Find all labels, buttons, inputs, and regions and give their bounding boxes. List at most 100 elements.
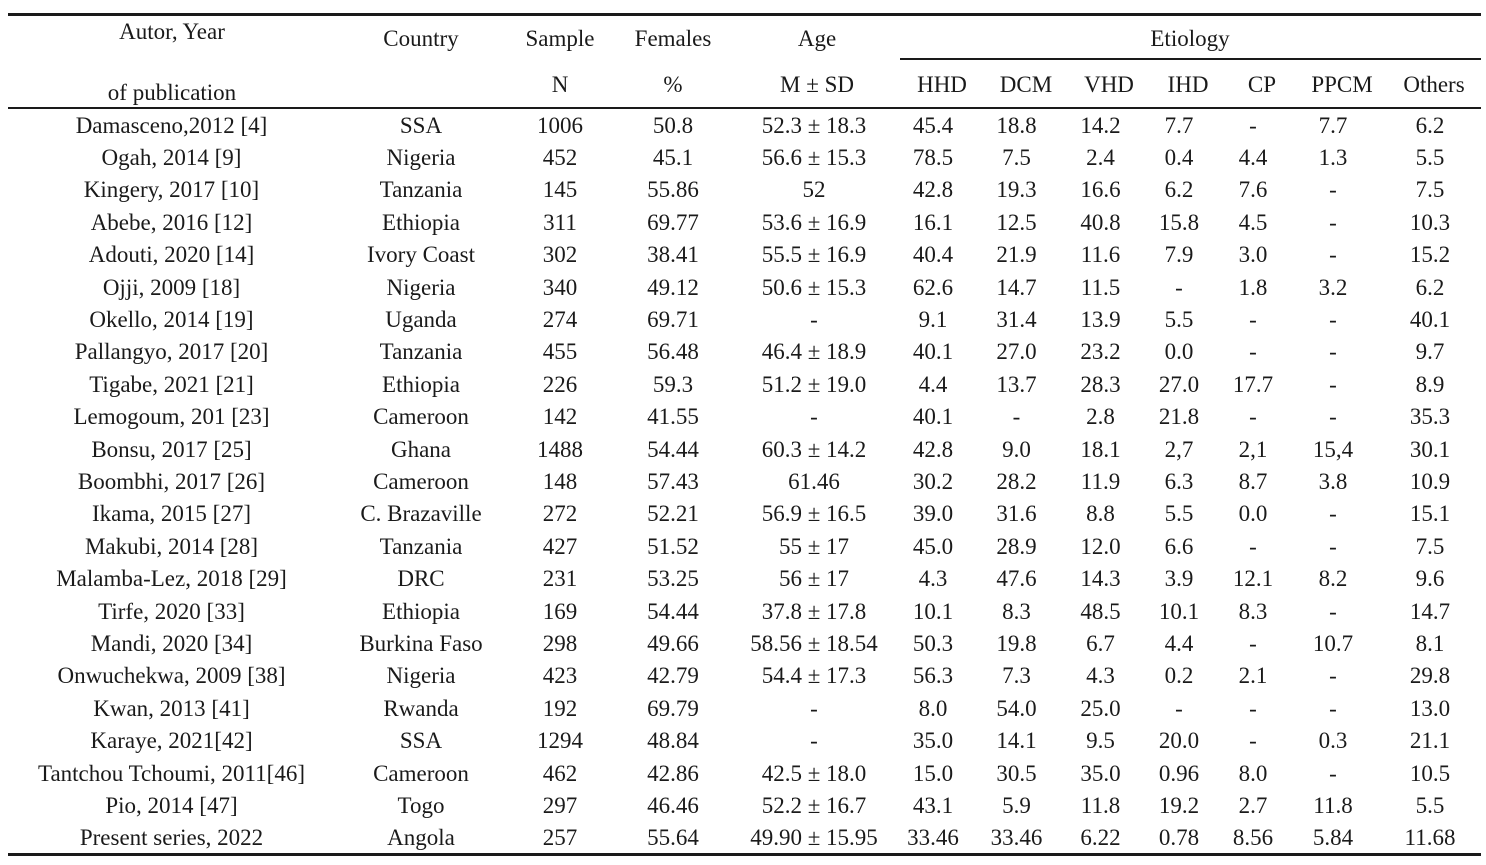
table-row: Makubi, 2014 [28] Tanzania 427 51.52 55 ± 17… xyxy=(8,530,1481,562)
table-row: Damasceno,2012 [4] SSA 1006 50.8 52.3 ± 18.3… xyxy=(8,109,1481,141)
cp-cell: 1.8 xyxy=(1238,274,1268,300)
hhd-cell: 42.8 xyxy=(912,177,954,203)
header-sample: Sample xyxy=(525,26,595,51)
country-cell: Ethiopia xyxy=(382,598,460,624)
dcm-cell: 9.0 xyxy=(1002,436,1031,462)
dcm-cell: 7.5 xyxy=(1002,145,1031,171)
ppcm-cell: 10.7 xyxy=(1312,630,1354,656)
age-cell: 51.2 ± 19.0 xyxy=(761,371,867,397)
dcm-cell: 5.9 xyxy=(1002,792,1031,818)
sample-cell: 1488 xyxy=(537,436,583,462)
country-cell: Rwanda xyxy=(383,695,459,721)
header-cp: CP xyxy=(1247,72,1277,97)
author-cell: Onwuchekwa, 2009 [38] xyxy=(57,663,286,689)
ihd-cell: 15.8 xyxy=(1158,209,1200,235)
dcm-cell: 12.5 xyxy=(996,209,1037,235)
ihd-cell: 21.8 xyxy=(1158,404,1200,430)
vhd-cell: 6.22 xyxy=(1080,825,1121,851)
hhd-cell: 16.1 xyxy=(912,209,954,235)
age-cell: - xyxy=(810,307,818,333)
author-cell: Okello, 2014 [19] xyxy=(89,307,254,333)
females-cell: 41.55 xyxy=(647,404,699,430)
dcm-cell: 14.1 xyxy=(996,728,1037,754)
cp-cell: - xyxy=(1249,307,1257,333)
females-cell: 50.8 xyxy=(652,112,694,138)
females-cell: 52.21 xyxy=(647,501,699,527)
hhd-cell: 42.8 xyxy=(912,436,954,462)
hhd-cell: 4.3 xyxy=(918,566,948,592)
others-cell: 15.1 xyxy=(1409,501,1451,527)
vhd-cell: 23.2 xyxy=(1080,339,1121,365)
dcm-cell: - xyxy=(1012,404,1021,430)
vhd-cell: 18.1 xyxy=(1080,436,1121,462)
sample-cell: 298 xyxy=(542,630,578,656)
age-cell: 54.4 ± 17.3 xyxy=(761,663,867,689)
ppcm-cell: - xyxy=(1329,177,1337,203)
dcm-cell: 31.4 xyxy=(996,307,1037,333)
hhd-cell: 39.0 xyxy=(912,501,954,527)
cp-cell: - xyxy=(1249,695,1257,721)
country-cell: Tanzania xyxy=(379,339,463,365)
ppcm-cell: - xyxy=(1329,501,1337,527)
sample-cell: 226 xyxy=(542,371,578,397)
vhd-cell: 14.3 xyxy=(1080,566,1121,592)
age-cell: 52.3 ± 18.3 xyxy=(761,112,867,138)
table-row: Pio, 2014 [47] Togo 297 46.46 52.2 ± 16.7 43.… xyxy=(8,789,1481,821)
vhd-cell: 35.0 xyxy=(1080,760,1121,786)
country-cell: Nigeria xyxy=(386,274,456,300)
vhd-cell: 4.3 xyxy=(1086,663,1115,689)
ppcm-cell: - xyxy=(1329,404,1337,430)
ihd-cell: 27.0 xyxy=(1158,371,1200,397)
hhd-cell: 35.0 xyxy=(912,728,954,754)
country-cell: Uganda xyxy=(385,307,457,333)
table-row: Tirfe, 2020 [33] Ethiopia 169 54.44 37.8 ± 1… xyxy=(8,595,1481,627)
table-row: Tigabe, 2021 [21] Ethiopia 226 59.3 51.2 ± 1… xyxy=(8,368,1481,400)
females-cell: 46.46 xyxy=(647,792,699,818)
author-cell: Karaye, 2021[42] xyxy=(90,728,253,754)
etiology-underline xyxy=(900,58,1481,60)
table-row: Kwan, 2013 [41] Rwanda 192 69.79 - 8.0 54.0 25.… xyxy=(8,692,1481,724)
ppcm-cell: - xyxy=(1329,695,1337,721)
ihd-cell: 6.6 xyxy=(1164,533,1194,559)
sample-cell: 148 xyxy=(542,468,578,494)
cp-cell: 2.1 xyxy=(1238,663,1268,689)
ihd-cell: 2,7 xyxy=(1164,436,1194,462)
table-row: Ikama, 2015 [27] C. Brazaville 272 52.21 56.… xyxy=(8,498,1481,530)
vhd-cell: 6.7 xyxy=(1086,630,1115,656)
author-cell: Kingery, 2017 [10] xyxy=(83,177,260,203)
others-cell: 15.2 xyxy=(1409,242,1451,268)
cp-cell: - xyxy=(1249,112,1257,138)
table-row: Malamba-Lez, 2018 [29] DRC 231 53.25 56 ± 17… xyxy=(8,562,1481,594)
females-cell: 54.44 xyxy=(647,598,699,624)
hhd-cell: 4.4 xyxy=(918,371,948,397)
hhd-cell: 62.6 xyxy=(912,274,954,300)
cp-cell: 2,1 xyxy=(1238,436,1268,462)
others-cell: 10.5 xyxy=(1409,760,1451,786)
ihd-cell: 0.4 xyxy=(1164,145,1194,171)
others-cell: 10.3 xyxy=(1409,209,1451,235)
ppcm-cell: - xyxy=(1329,663,1337,689)
author-cell: Pallangyo, 2017 [20] xyxy=(74,339,269,365)
ihd-cell: 5.5 xyxy=(1164,501,1194,527)
cp-cell: 17.7 xyxy=(1232,371,1274,397)
author-cell: Mandi, 2020 [34] xyxy=(90,630,253,656)
age-cell: 42.5 ± 18.0 xyxy=(761,760,867,786)
others-cell: 5.5 xyxy=(1415,145,1445,171)
author-cell: Ikama, 2015 [27] xyxy=(91,501,252,527)
females-cell: 48.84 xyxy=(647,728,699,754)
country-cell: DRC xyxy=(397,566,445,592)
age-cell: 58.56 ± 18.54 xyxy=(750,630,878,656)
header-females: Females xyxy=(634,26,712,51)
age-cell: 50.6 ± 15.3 xyxy=(761,274,867,300)
vhd-cell: 11.5 xyxy=(1080,274,1121,300)
table-row: Abebe, 2016 [12] Ethiopia 311 69.77 53.6 ± 1… xyxy=(8,206,1481,238)
ihd-cell: 20.0 xyxy=(1158,728,1200,754)
table-bottom-rule xyxy=(8,853,1481,856)
header-age-unit: M ± SD xyxy=(780,72,854,97)
others-cell: 29.8 xyxy=(1409,663,1451,689)
age-cell: - xyxy=(810,404,818,430)
vhd-cell: 16.6 xyxy=(1080,177,1121,203)
ihd-cell: - xyxy=(1175,274,1183,300)
ihd-cell: 0.96 xyxy=(1158,760,1200,786)
sample-cell: 231 xyxy=(542,566,578,592)
